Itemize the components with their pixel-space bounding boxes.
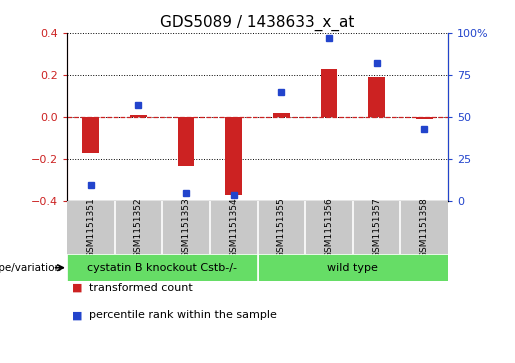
Text: genotype/variation: genotype/variation (0, 263, 62, 273)
Bar (416, 117, 433, 119)
Bar (401, 201, 448, 254)
Bar (258, 254, 448, 281)
Text: GSM1151353: GSM1151353 (182, 197, 191, 258)
Text: cystatin B knockout Cstb-/-: cystatin B knockout Cstb-/- (87, 263, 237, 273)
Text: GSM1151358: GSM1151358 (420, 197, 428, 258)
Bar (67, 201, 115, 254)
Text: ■: ■ (72, 283, 82, 293)
Text: transformed count: transformed count (89, 283, 192, 293)
Bar (273, 113, 289, 117)
Bar (210, 201, 258, 254)
Bar (162, 201, 210, 254)
Bar (258, 201, 305, 254)
Bar (226, 117, 242, 195)
Text: GSM1151352: GSM1151352 (134, 197, 143, 258)
Bar (82, 117, 99, 153)
Text: GSM1151356: GSM1151356 (324, 197, 333, 258)
Bar (67, 254, 258, 281)
Text: wild type: wild type (328, 263, 378, 273)
Bar (130, 115, 147, 117)
Bar (305, 201, 353, 254)
Text: ■: ■ (72, 310, 82, 321)
Title: GDS5089 / 1438633_x_at: GDS5089 / 1438633_x_at (160, 15, 355, 31)
Bar (368, 77, 385, 117)
Text: GSM1151357: GSM1151357 (372, 197, 381, 258)
Bar (321, 69, 337, 117)
Bar (353, 201, 401, 254)
Bar (114, 201, 162, 254)
Text: GSM1151355: GSM1151355 (277, 197, 286, 258)
Text: GSM1151354: GSM1151354 (229, 197, 238, 258)
Bar (178, 117, 194, 166)
Text: percentile rank within the sample: percentile rank within the sample (89, 310, 277, 321)
Text: GSM1151351: GSM1151351 (87, 197, 95, 258)
